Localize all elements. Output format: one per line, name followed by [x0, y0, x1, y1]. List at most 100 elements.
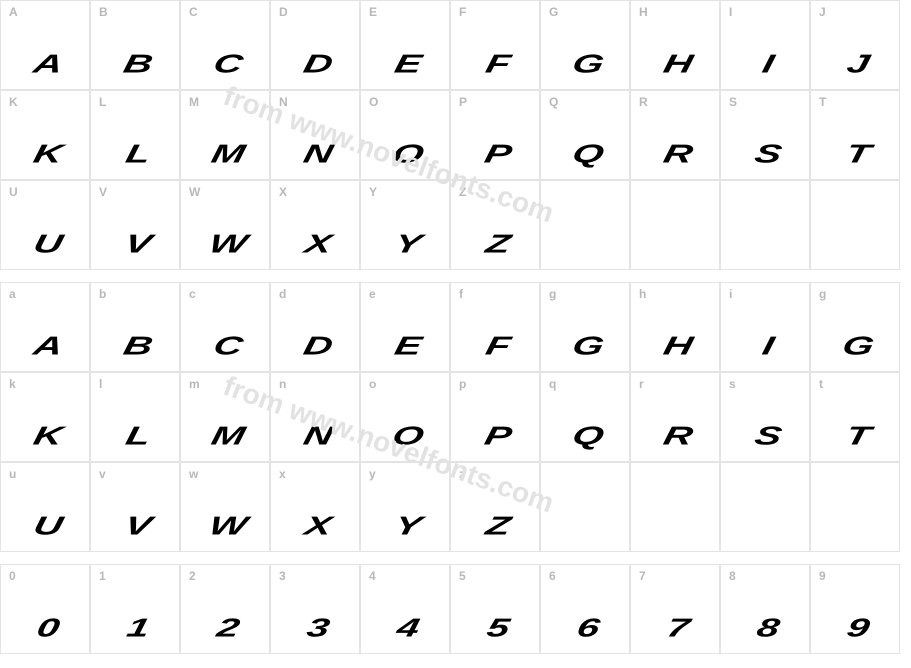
glyph-display: 1 [87, 615, 189, 641]
glyph-display: B [87, 51, 189, 77]
glyph-cell: KK [0, 90, 90, 180]
glyph-display: X [267, 513, 369, 539]
glyph-cell [540, 180, 630, 270]
cell-label: B [99, 5, 108, 19]
glyph-display: N [267, 141, 369, 167]
glyph-cell: VV [90, 180, 180, 270]
glyph-cell: EE [360, 0, 450, 90]
glyph-cell: 99 [810, 564, 900, 654]
glyph-cell: LL [90, 90, 180, 180]
glyph-row: UUVVWWXXYYZZ [0, 180, 911, 270]
cell-label: h [639, 287, 646, 301]
glyph-display: X [267, 231, 369, 257]
cell-label: e [369, 287, 376, 301]
glyph-cell [630, 462, 720, 552]
glyph-cell: qQ [540, 372, 630, 462]
glyph-cell: eE [360, 282, 450, 372]
glyph-cell: gG [810, 282, 900, 372]
glyph-cell: ZZ [450, 180, 540, 270]
cell-label: g [549, 287, 556, 301]
cell-label: u [9, 467, 16, 481]
glyph-cell: wW [180, 462, 270, 552]
glyph-cell [810, 180, 900, 270]
glyph-display: N [267, 423, 369, 449]
glyph-display: U [0, 513, 99, 539]
glyph-cell: TT [810, 90, 900, 180]
cell-label: k [9, 377, 16, 391]
glyph-cell: OO [360, 90, 450, 180]
section-digits: 00112233445566778899 [0, 564, 911, 654]
glyph-cell [540, 462, 630, 552]
glyph-cell: 66 [540, 564, 630, 654]
glyph-display: C [177, 51, 279, 77]
glyph-display: Z [447, 231, 549, 257]
glyph-display: B [87, 333, 189, 359]
glyph-cell: GG [540, 0, 630, 90]
glyph-cell: mM [180, 372, 270, 462]
cell-label: I [729, 5, 732, 19]
glyph-cell: dD [270, 282, 360, 372]
glyph-display: Y [357, 513, 459, 539]
glyph-display: 5 [447, 615, 549, 641]
cell-label: P [459, 95, 467, 109]
glyph-cell: hH [630, 282, 720, 372]
glyph-cell: 33 [270, 564, 360, 654]
glyph-row: AABBCCDDEEFFGGHHIIJJ [0, 0, 911, 90]
section-upper: AABBCCDDEEFFGGHHIIJJKKLLMMNNOOPPQQRRSSTT… [0, 0, 911, 270]
glyph-display: Y [357, 231, 459, 257]
glyph-cell: PP [450, 90, 540, 180]
cell-label: p [459, 377, 466, 391]
cell-label: c [189, 287, 196, 301]
glyph-cell: sS [720, 372, 810, 462]
cell-label: V [99, 185, 107, 199]
glyph-cell: 00 [0, 564, 90, 654]
glyph-cell: UU [0, 180, 90, 270]
glyph-cell [810, 462, 900, 552]
glyph-display: L [87, 423, 189, 449]
glyph-cell: WW [180, 180, 270, 270]
glyph-display: R [627, 423, 729, 449]
glyph-display: F [447, 333, 549, 359]
glyph-cell [720, 180, 810, 270]
glyph-cell: rR [630, 372, 720, 462]
cell-label: L [99, 95, 106, 109]
cell-label: 1 [99, 569, 106, 583]
glyph-cell: 88 [720, 564, 810, 654]
cell-label: E [369, 5, 377, 19]
font-character-map: AABBCCDDEEFFGGHHIIJJKKLLMMNNOOPPQQRRSSTT… [0, 0, 911, 654]
glyph-cell: JJ [810, 0, 900, 90]
cell-label: 8 [729, 569, 736, 583]
glyph-display: P [447, 141, 549, 167]
glyph-cell: DD [270, 0, 360, 90]
section-lower: aAbBcCdDeEfFgGhHiIgGkKlLmMnNoOpPqQrRsStT… [0, 282, 911, 552]
cell-label: 6 [549, 569, 556, 583]
glyph-display: G [807, 333, 909, 359]
cell-label: Z [459, 185, 466, 199]
glyph-display: 4 [357, 615, 459, 641]
glyph-display: T [807, 141, 909, 167]
cell-label: q [549, 377, 556, 391]
cell-label: R [639, 95, 648, 109]
glyph-display: J [807, 51, 909, 77]
glyph-row: uUvVwWxXyYzZ [0, 462, 911, 552]
glyph-cell: bB [90, 282, 180, 372]
glyph-cell [720, 462, 810, 552]
glyph-cell: 22 [180, 564, 270, 654]
cell-label: w [189, 467, 198, 481]
glyph-cell: HH [630, 0, 720, 90]
glyph-cell: pP [450, 372, 540, 462]
glyph-display: Z [447, 513, 549, 539]
cell-label: T [819, 95, 826, 109]
cell-label: W [189, 185, 200, 199]
glyph-display: 7 [627, 615, 729, 641]
glyph-cell: XX [270, 180, 360, 270]
glyph-display: 0 [0, 615, 99, 641]
cell-label: z [459, 467, 465, 481]
glyph-cell: CC [180, 0, 270, 90]
glyph-display: M [177, 423, 279, 449]
glyph-display: H [627, 51, 729, 77]
glyph-display: O [357, 423, 459, 449]
glyph-cell: AA [0, 0, 90, 90]
glyph-cell: RR [630, 90, 720, 180]
glyph-display: G [537, 333, 639, 359]
